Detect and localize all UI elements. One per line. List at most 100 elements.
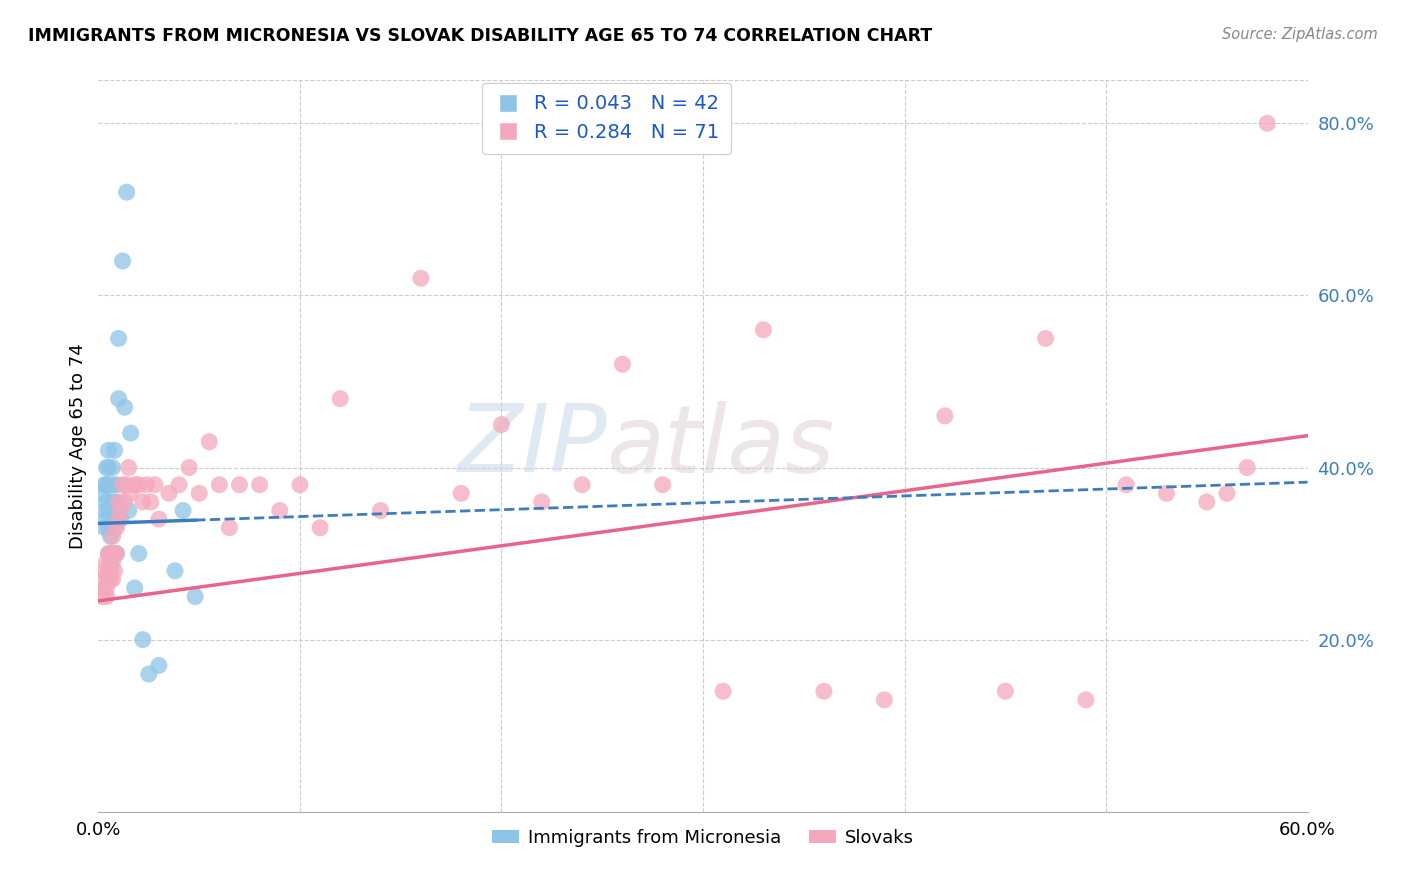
- Point: [124, 581, 146, 595]
- Point: [1074, 693, 1097, 707]
- Point: [97, 547, 120, 561]
- Point: [107, 512, 129, 526]
- Point: [96, 460, 118, 475]
- Point: [309, 521, 332, 535]
- Point: [1256, 116, 1278, 130]
- Point: [188, 486, 211, 500]
- Point: [96, 495, 118, 509]
- Point: [105, 547, 128, 561]
- Point: [163, 564, 186, 578]
- Point: [96, 512, 118, 526]
- Point: [1115, 477, 1137, 491]
- Point: [96, 581, 118, 595]
- Point: [329, 392, 352, 406]
- Point: [107, 392, 129, 406]
- Point: [651, 477, 673, 491]
- Point: [1195, 495, 1218, 509]
- Point: [97, 477, 120, 491]
- Point: [93, 503, 115, 517]
- Point: [994, 684, 1017, 698]
- Point: [110, 503, 132, 517]
- Point: [115, 185, 138, 199]
- Point: [120, 486, 142, 500]
- Point: [93, 477, 115, 491]
- Point: [97, 547, 120, 561]
- Point: [103, 547, 125, 561]
- Point: [101, 495, 124, 509]
- Point: [105, 547, 128, 561]
- Point: [711, 684, 734, 698]
- Point: [93, 581, 115, 595]
- Point: [370, 503, 392, 517]
- Point: [101, 477, 124, 491]
- Point: [135, 477, 157, 491]
- Point: [97, 573, 120, 587]
- Point: [143, 477, 166, 491]
- Text: atlas: atlas: [606, 401, 835, 491]
- Point: [107, 331, 129, 345]
- Point: [409, 271, 432, 285]
- Point: [97, 503, 120, 517]
- Point: [491, 417, 513, 432]
- Point: [208, 477, 231, 491]
- Point: [167, 477, 190, 491]
- Point: [96, 590, 118, 604]
- Point: [873, 693, 896, 707]
- Point: [138, 667, 160, 681]
- Point: [105, 512, 128, 526]
- Point: [110, 512, 132, 526]
- Point: [93, 521, 115, 535]
- Legend: Immigrants from Micronesia, Slovaks: Immigrants from Micronesia, Slovaks: [485, 822, 921, 854]
- Point: [101, 529, 124, 543]
- Point: [120, 426, 142, 441]
- Point: [118, 460, 141, 475]
- Point: [934, 409, 956, 423]
- Point: [97, 521, 120, 535]
- Point: [571, 477, 593, 491]
- Point: [103, 443, 125, 458]
- Point: [97, 573, 120, 587]
- Point: [128, 477, 150, 491]
- Point: [107, 495, 129, 509]
- Point: [288, 477, 311, 491]
- Point: [1236, 460, 1258, 475]
- Point: [450, 486, 472, 500]
- Point: [139, 495, 162, 509]
- Point: [100, 573, 122, 587]
- Point: [105, 521, 128, 535]
- Point: [148, 512, 170, 526]
- Point: [1035, 331, 1057, 345]
- Point: [97, 443, 120, 458]
- Point: [612, 357, 634, 371]
- Point: [228, 477, 250, 491]
- Point: [103, 495, 125, 509]
- Point: [218, 521, 240, 535]
- Point: [114, 495, 136, 509]
- Y-axis label: Disability Age 65 to 74: Disability Age 65 to 74: [69, 343, 87, 549]
- Text: Source: ZipAtlas.com: Source: ZipAtlas.com: [1222, 27, 1378, 42]
- Point: [91, 573, 114, 587]
- Point: [249, 477, 271, 491]
- Point: [111, 477, 134, 491]
- Point: [148, 658, 170, 673]
- Point: [100, 529, 122, 543]
- Point: [1216, 486, 1239, 500]
- Point: [91, 590, 114, 604]
- Point: [97, 460, 120, 475]
- Point: [103, 521, 125, 535]
- Point: [100, 555, 122, 569]
- Text: ZIP: ZIP: [457, 401, 606, 491]
- Point: [103, 547, 125, 561]
- Point: [752, 323, 775, 337]
- Point: [101, 573, 124, 587]
- Point: [97, 564, 120, 578]
- Text: IMMIGRANTS FROM MICRONESIA VS SLOVAK DISABILITY AGE 65 TO 74 CORRELATION CHART: IMMIGRANTS FROM MICRONESIA VS SLOVAK DIS…: [28, 27, 932, 45]
- Point: [1156, 486, 1178, 500]
- Point: [813, 684, 835, 698]
- Point: [96, 477, 118, 491]
- Point: [96, 555, 118, 569]
- Point: [101, 555, 124, 569]
- Point: [184, 590, 207, 604]
- Point: [100, 564, 122, 578]
- Point: [103, 564, 125, 578]
